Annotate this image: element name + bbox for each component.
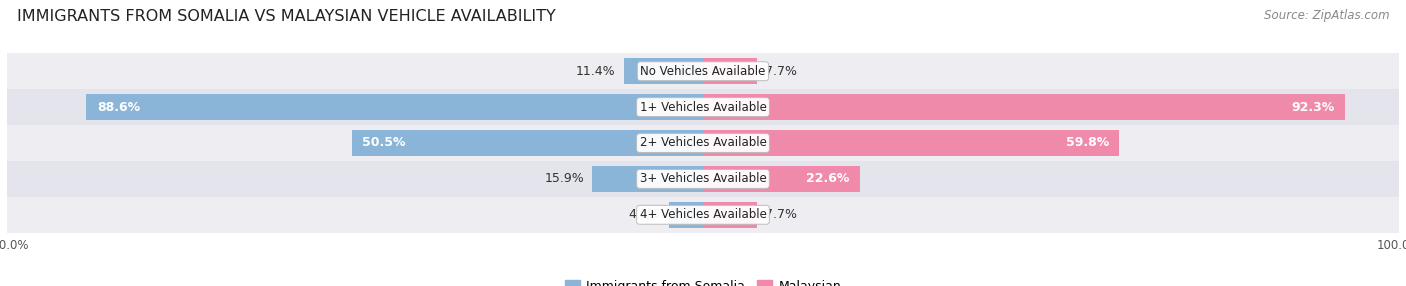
Text: No Vehicles Available: No Vehicles Available [640, 65, 766, 78]
Bar [7, 161, 1399, 197]
Bar [703, 130, 1119, 156]
Text: 7.7%: 7.7% [765, 65, 797, 78]
Text: 3+ Vehicles Available: 3+ Vehicles Available [640, 172, 766, 185]
Text: Source: ZipAtlas.com: Source: ZipAtlas.com [1264, 9, 1389, 21]
Bar [703, 58, 756, 84]
Bar [7, 53, 1399, 89]
Text: 4.9%: 4.9% [628, 208, 661, 221]
Bar [703, 94, 1346, 120]
Text: IMMIGRANTS FROM SOMALIA VS MALAYSIAN VEHICLE AVAILABILITY: IMMIGRANTS FROM SOMALIA VS MALAYSIAN VEH… [17, 9, 555, 23]
Bar [86, 94, 703, 120]
Text: 92.3%: 92.3% [1292, 101, 1334, 114]
Bar [624, 58, 703, 84]
Text: 59.8%: 59.8% [1066, 136, 1109, 150]
Text: 1+ Vehicles Available: 1+ Vehicles Available [640, 101, 766, 114]
Bar [352, 130, 703, 156]
Bar [592, 166, 703, 192]
Text: 11.4%: 11.4% [575, 65, 616, 78]
Bar [669, 202, 703, 228]
Text: 15.9%: 15.9% [544, 172, 583, 185]
Legend: Immigrants from Somalia, Malaysian: Immigrants from Somalia, Malaysian [560, 275, 846, 286]
Text: 4+ Vehicles Available: 4+ Vehicles Available [640, 208, 766, 221]
Text: 2+ Vehicles Available: 2+ Vehicles Available [640, 136, 766, 150]
Text: 22.6%: 22.6% [807, 172, 849, 185]
Text: 7.7%: 7.7% [765, 208, 797, 221]
Bar [703, 166, 860, 192]
Bar [7, 125, 1399, 161]
Bar [7, 89, 1399, 125]
Text: 50.5%: 50.5% [361, 136, 405, 150]
Text: 88.6%: 88.6% [97, 101, 141, 114]
Bar [7, 197, 1399, 233]
Bar [703, 202, 756, 228]
